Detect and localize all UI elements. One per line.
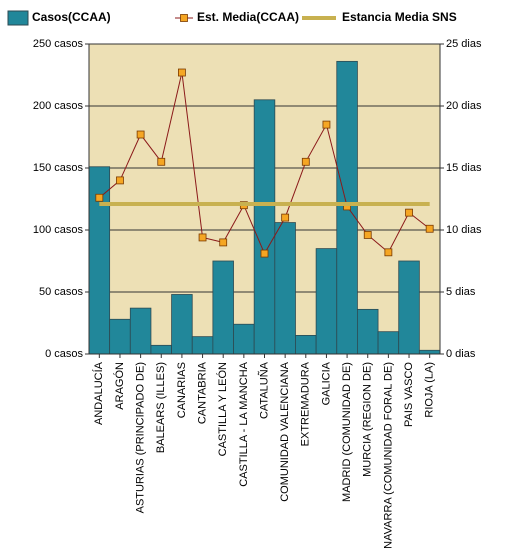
line-marker [363,231,372,239]
legend-label: Estancia Media SNS [342,10,457,24]
x-tick-label: RIOJA (LA) [424,362,436,418]
line-marker [301,157,310,166]
y-tick-label: 150 casos [33,162,84,174]
legend-item: Est. Media(CCAA) [175,10,299,24]
x-tick-label: COMUNIDAD VALENCIANA [279,361,291,501]
line-marker [425,224,434,233]
x-tick-label: NAVARRA (COMUNIDAD FORAL DE) [382,362,394,549]
line-marker [322,120,331,129]
bar [274,222,296,355]
bar [191,336,214,355]
bar [129,307,152,355]
bar [398,260,420,355]
legend-item: Casos(CCAA) [7,10,111,26]
x-tick-label: CANARIAS [176,362,188,418]
y2-tick-label: 10 dias [446,224,482,236]
y2-tick-label: 0 dias [446,348,476,360]
bar [418,349,441,355]
line-marker [95,193,104,202]
legend-item: Estancia Media SNS [302,10,457,24]
bar [212,260,234,355]
y-tick-label: 250 casos [33,38,84,50]
x-tick-label: PAIS VASCO [403,362,415,427]
x-tick-label: GALICIA [320,361,332,405]
bar [109,318,131,355]
line-marker [136,130,145,139]
x-tick-label: CASTILLA - LA MANCHA [238,361,250,486]
y-tick-label: 100 casos [33,224,84,236]
x-tick-label: EXTREMADURA [300,361,312,446]
line-marker [157,157,166,166]
line-marker [281,213,290,222]
x-tick-label: MADRID (COMUNIDAD DE) [341,362,353,502]
bar [253,99,276,355]
legend-label: Est. Media(CCAA) [197,10,299,24]
line-marker [405,208,413,217]
legend-label: Casos(CCAA) [32,10,111,24]
y-tick-label: 200 casos [33,100,84,112]
bar [233,323,255,355]
y-tick-label: 0 casos [45,348,83,360]
x-tick-label: MURCIA (REGION DE) [362,362,374,477]
y-tick-label: 50 casos [39,286,84,298]
y2-tick-label: 15 dias [446,162,482,174]
line-marker [219,238,228,247]
line-marker [198,233,207,242]
line-marker [384,248,393,257]
line-marker [116,176,124,185]
y2-tick-label: 20 dias [446,100,482,112]
y2-tick-label: 5 dias [446,286,476,298]
bar [315,248,338,355]
y2-tick-label: 25 dias [446,38,482,50]
x-tick-label: CANTABRIA [196,361,208,424]
bar [150,344,172,355]
legend-swatch [7,10,29,26]
x-tick-label: CATALUÑA [257,361,270,419]
line-marker [260,249,269,258]
x-tick-label: ARAGÓN [113,362,126,410]
bar [377,331,400,355]
bar [357,308,379,355]
bar [295,334,317,355]
line-marker [178,68,186,77]
bar [171,294,193,355]
x-tick-label: ANDALUCÍA [92,361,105,425]
x-tick-label: CASTILLA Y LEÓN [216,362,229,456]
x-tick-label: BALEARS (ILLES) [155,362,167,453]
x-tick-label: ASTURIAS (PRINCIPADO DE) [135,362,147,513]
legend-marker [180,14,188,22]
